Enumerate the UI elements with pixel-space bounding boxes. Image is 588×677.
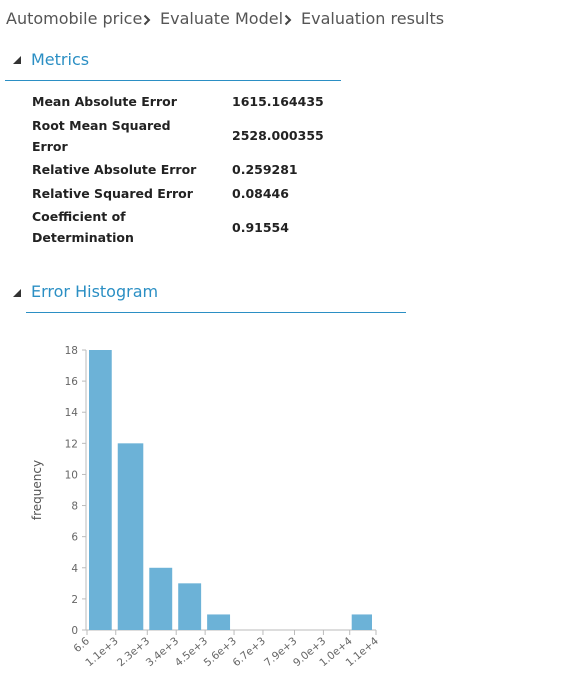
chevron — [284, 14, 292, 26]
x-tick-label: 6.7e+3 — [231, 635, 268, 669]
y-tick-label: 10 — [65, 469, 78, 481]
metric-name: Mean Absolute Error — [32, 94, 177, 109]
metric-value: 1615.164435 — [232, 94, 324, 109]
bar — [117, 443, 144, 630]
collapse-toggle[interactable] — [13, 289, 22, 297]
metric-value: 0.259281 — [232, 162, 298, 177]
y-tick-label: 6 — [71, 532, 78, 544]
breadcrumb-item[interactable]: Evaluate Model — [160, 9, 284, 28]
metric-value: 2528.000355 — [232, 128, 324, 143]
chevron — [143, 14, 151, 26]
y-tick-label: 8 — [71, 501, 78, 513]
section-title: Metrics — [31, 50, 90, 69]
metric-name: Relative Absolute Error — [32, 162, 197, 177]
metric-name: Coefficient of Determination — [32, 209, 134, 245]
y-tick-label: 18 — [65, 345, 78, 357]
bar — [89, 350, 112, 630]
metric-value: 0.08446 — [232, 186, 289, 201]
metric-name: Relative Squared Error — [32, 186, 193, 201]
y-axis-label: frequency — [30, 460, 44, 520]
y-tick-label: 16 — [65, 376, 79, 388]
bar — [207, 614, 231, 630]
bar — [351, 614, 372, 630]
y-tick-label: 0 — [71, 625, 78, 637]
metric-name: Root Mean Squared Error — [32, 118, 171, 154]
y-tick-label: 2 — [71, 594, 78, 606]
x-tick-label: 1.1e+3 — [83, 635, 120, 669]
y-tick-label: 14 — [65, 407, 79, 419]
breadcrumb-item: Evaluation results — [301, 9, 445, 28]
collapse-toggle[interactable] — [13, 56, 22, 64]
histogram: 024681012141618frequency6.61.1e+32.3e+33… — [30, 345, 381, 669]
bar — [178, 583, 202, 630]
bar — [149, 567, 173, 630]
section-rule — [26, 312, 406, 313]
section-rule — [5, 80, 341, 81]
section-title: Error Histogram — [31, 282, 159, 301]
breadcrumb-item[interactable]: Automobile price — [6, 9, 143, 28]
x-tick-label: 6.6 — [71, 635, 92, 655]
y-tick-label: 12 — [65, 438, 78, 450]
y-tick-label: 4 — [71, 563, 78, 575]
metric-value: 0.91554 — [232, 220, 289, 235]
